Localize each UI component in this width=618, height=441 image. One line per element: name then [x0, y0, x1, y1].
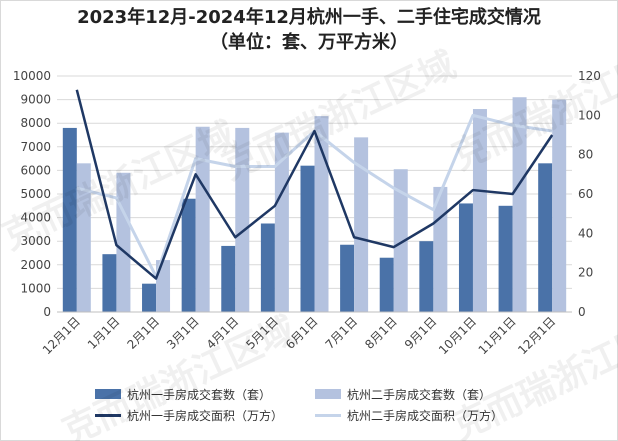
bar-series1 — [498, 205, 513, 312]
legend-swatch-line1 — [95, 413, 121, 417]
chart-title: 2023年12月-2024年12月杭州一手、二手住宅成交情况 — [77, 7, 541, 28]
legend-swatch-line2 — [315, 413, 341, 417]
bar-series2 — [472, 109, 487, 312]
y-left-tick-label: 9000 — [20, 93, 51, 107]
bar-series1 — [458, 203, 473, 312]
x-tick-label: 9月1日 — [402, 314, 440, 352]
y-left-tick-label: 8000 — [20, 116, 51, 130]
bar-series2 — [433, 186, 448, 312]
bar-series2 — [195, 126, 210, 313]
chart-subtitle: （单位：套、万平方米） — [210, 32, 408, 53]
bar-series1 — [340, 244, 355, 312]
x-tick-label: 1月1日 — [85, 314, 123, 352]
legend-item-bar1: 杭州一手房成交套数（套） — [95, 385, 271, 403]
legend-label-line2: 杭州二手房成交面积（万方） — [347, 408, 504, 423]
bar-series2 — [393, 169, 408, 312]
legend-item-line1: 杭州一手房成交面积（万方） — [95, 406, 283, 424]
legend-label-bar1: 杭州一手房成交套数（套） — [127, 387, 272, 402]
y-left-tick-label: 7000 — [20, 140, 51, 154]
bar-series2 — [274, 132, 289, 312]
legend-item-line2: 杭州二手房成交面积（万方） — [315, 406, 503, 424]
bar-series2 — [512, 97, 527, 313]
bar-series1 — [379, 257, 394, 312]
y-left-tick-label: 4000 — [20, 211, 51, 225]
bar-series1 — [181, 198, 196, 312]
y-left-tick-label: 5000 — [20, 187, 51, 201]
bar-series1 — [260, 223, 275, 312]
y-right-tick-label: 0 — [578, 305, 586, 319]
bar-series1 — [221, 245, 236, 312]
x-tick-label: 5月1日 — [243, 314, 281, 352]
bar-series2 — [235, 127, 250, 312]
x-tick-label: 8月1日 — [362, 314, 400, 352]
y-right-tick-label: 80 — [578, 148, 593, 162]
bar-series1 — [419, 241, 434, 312]
y-right-tick-label: 120 — [578, 69, 601, 83]
y-left-tick-label: 0 — [43, 305, 51, 319]
y-left-tick-label: 10000 — [13, 69, 51, 83]
y-left-tick-label: 1000 — [20, 281, 51, 295]
legend-label-bar2: 杭州二手房成交套数（套） — [347, 387, 492, 402]
x-tick-label: 3月1日 — [164, 314, 202, 352]
y-right-tick-label: 100 — [578, 108, 601, 122]
bar-series2 — [156, 260, 171, 312]
bar-series2 — [76, 163, 91, 312]
legend-item-bar2: 杭州二手房成交套数（套） — [315, 385, 491, 403]
bar-series1 — [62, 127, 77, 312]
legend-label-line1: 杭州一手房成交面积（万方） — [127, 408, 284, 423]
y-left-tick-label: 3000 — [20, 234, 51, 248]
y-right-tick-label: 40 — [578, 226, 593, 240]
bar-series1 — [538, 163, 553, 312]
bar-series1 — [102, 254, 117, 312]
bar-series2 — [314, 116, 329, 313]
legend-swatch-bar2 — [315, 389, 341, 399]
x-tick-label: 10月1日 — [436, 314, 479, 357]
x-tick-label: 7月1日 — [323, 314, 361, 352]
x-tick-label: 4月1日 — [204, 314, 242, 352]
y-left-tick-label: 2000 — [20, 258, 51, 272]
x-tick-label: 12月1日 — [40, 314, 83, 357]
x-tick-label: 12月1日 — [515, 314, 558, 357]
legend-swatch-bar1 — [95, 389, 121, 399]
chart-legend: 杭州一手房成交套数（套） 杭州二手房成交套数（套） 杭州一手房成交面积（万方） … — [95, 381, 595, 431]
bar-series2 — [552, 99, 567, 312]
x-tick-label: 2月1日 — [124, 314, 162, 352]
bar-series1 — [142, 283, 157, 312]
bar-series2 — [354, 137, 369, 312]
y-right-tick-label: 20 — [578, 266, 593, 280]
y-right-tick-label: 60 — [578, 187, 593, 201]
bar-series1 — [300, 165, 315, 312]
line-series1 — [75, 89, 554, 280]
bar-series2 — [116, 172, 131, 312]
x-tick-label: 11月1日 — [476, 314, 519, 357]
x-tick-label: 6月1日 — [283, 314, 321, 352]
y-left-tick-label: 6000 — [20, 163, 51, 177]
